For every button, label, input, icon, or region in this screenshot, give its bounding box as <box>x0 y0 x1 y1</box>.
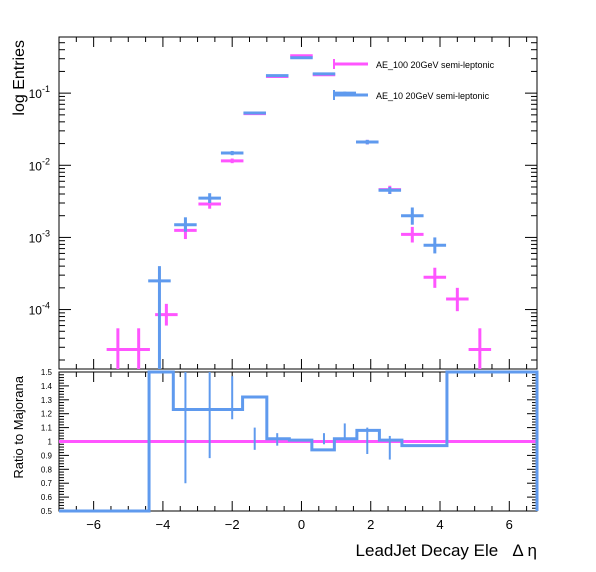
legend-label: AE_10 20GeV semi-leptonic <box>376 91 490 101</box>
x-tick-label: −2 <box>225 517 240 532</box>
y-axis-label-ratio: Ratio to Majorana <box>11 375 26 478</box>
x-tick-label: −6 <box>86 517 101 532</box>
plot-frame-top <box>58 36 538 370</box>
x-tick-label: 0 <box>298 517 305 532</box>
y-tick-label-ratio: 1.3 <box>41 396 53 405</box>
ratio-plot: −6 −4 −2 0 2 4 6 0.5 0.6 0.7 0.8 0.9 1 1.1 1.2 1.3 1.4 1.… <box>41 368 539 532</box>
y-axis-label-top: log Entries <box>11 40 28 116</box>
y-tick-label-top: 10-3 <box>29 228 50 245</box>
y-tick-label-ratio: 1.2 <box>41 410 53 419</box>
y-tick-label-ratio: 0.8 <box>41 465 53 474</box>
y-tick-label-ratio: 0.9 <box>41 451 53 460</box>
y-tick-label-ratio: 0.5 <box>41 507 53 516</box>
x-tick-label: −4 <box>155 517 170 532</box>
y-tick-label-ratio: 1.5 <box>41 368 53 377</box>
y-tick-label-ratio: 1 <box>48 438 53 447</box>
y-tick-label-top: 10-2 <box>29 156 50 173</box>
y-tick-label-ratio: 0.6 <box>41 493 53 502</box>
y-tick-label-top: 10-4 <box>29 301 50 318</box>
legend: AE_100 20GeV semi-leptonic AE_10 20GeV se… <box>333 59 495 101</box>
x-tick-label: 2 <box>367 517 374 532</box>
x-tick-label: 4 <box>436 517 443 532</box>
main-plot: 10-4 10-3 10-2 10-1 <box>29 37 537 369</box>
y-tick-label-ratio: 0.7 <box>41 479 53 488</box>
y-tick-label-top: 10-1 <box>29 84 50 101</box>
y-tick-label-ratio: 1.4 <box>41 382 53 391</box>
legend-label: AE_100 20GeV semi-leptonic <box>376 60 495 70</box>
y-tick-label-ratio: 1.1 <box>41 424 53 433</box>
x-axis-label: LeadJet Decay Ele Δ η <box>356 541 537 560</box>
x-tick-label: 6 <box>506 517 513 532</box>
ratio-histogram <box>59 370 539 513</box>
